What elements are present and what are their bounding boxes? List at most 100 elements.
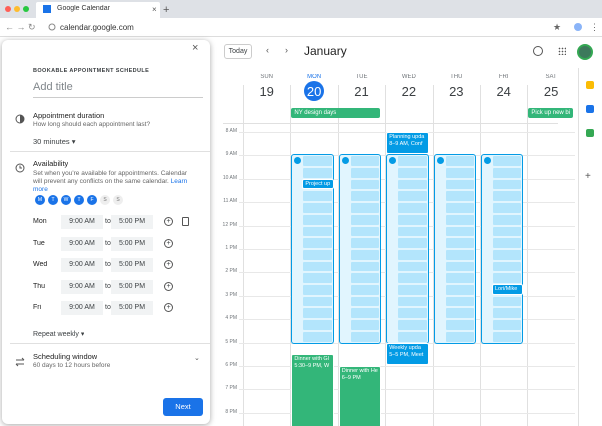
slot[interactable]: [303, 238, 332, 248]
add-button[interactable]: +: [164, 260, 173, 269]
day-date[interactable]: 19: [259, 84, 274, 99]
slot[interactable]: [303, 249, 332, 260]
slot[interactable]: [445, 331, 474, 342]
slot[interactable]: [493, 203, 522, 213]
learn-more[interactable]: Learn more: [33, 178, 188, 193]
slot[interactable]: [445, 168, 474, 178]
slot[interactable]: [398, 203, 427, 213]
slot[interactable]: [303, 273, 332, 284]
slot[interactable]: [398, 331, 427, 342]
slot[interactable]: [398, 238, 427, 248]
slot[interactable]: [398, 156, 427, 167]
end-time[interactable]: 5:00 PM: [111, 215, 153, 229]
slot[interactable]: [350, 296, 380, 307]
slot[interactable]: [303, 296, 332, 307]
end-time[interactable]: 5:00 PM: [111, 301, 153, 315]
appointment-block[interactable]: [338, 154, 382, 344]
slot[interactable]: [303, 203, 332, 213]
slot[interactable]: [445, 214, 474, 225]
tab-title[interactable]: Google Calendar: [57, 5, 110, 12]
slot[interactable]: [445, 156, 474, 167]
day-date[interactable]: 23: [449, 84, 464, 99]
slot[interactable]: [350, 261, 380, 272]
slot[interactable]: [303, 214, 332, 225]
start-time[interactable]: 9:00 AM: [61, 236, 103, 251]
slot[interactable]: [445, 296, 474, 307]
repeat-select[interactable]: Repeat weekly ▾: [33, 331, 85, 338]
slot[interactable]: [350, 156, 380, 167]
end-time[interactable]: 5:00 PM: [111, 279, 153, 294]
slot[interactable]: [398, 226, 427, 237]
slot[interactable]: [350, 191, 380, 202]
slot[interactable]: [493, 156, 522, 167]
slot[interactable]: [445, 249, 474, 260]
slot[interactable]: [398, 261, 427, 272]
slot[interactable]: [350, 179, 380, 190]
weekday-chip[interactable]: S: [100, 195, 110, 205]
event[interactable]: Planning upda 8–9 AM, Conf: [386, 132, 429, 155]
close[interactable]: ×: [192, 42, 199, 54]
day-date[interactable]: 22: [401, 84, 417, 99]
slot[interactable]: [445, 273, 474, 284]
copy-button[interactable]: [182, 217, 189, 226]
slot[interactable]: [303, 191, 332, 202]
slot[interactable]: [350, 238, 380, 248]
end-time[interactable]: 5:00 PM: [111, 236, 153, 251]
end-time[interactable]: 5:00 PM: [111, 258, 153, 272]
slot[interactable]: [303, 226, 332, 237]
slot[interactable]: [493, 168, 522, 178]
slot[interactable]: [398, 214, 427, 225]
slot[interactable]: [398, 296, 427, 307]
day-date[interactable]: 20: [306, 84, 322, 99]
slot[interactable]: [445, 308, 474, 319]
apps[interactable]: [558, 47, 566, 55]
slot[interactable]: [398, 191, 427, 202]
slot[interactable]: [398, 285, 427, 295]
slot[interactable]: [350, 249, 380, 260]
event[interactable]: Weekly upda 5–5 PM, Meet: [386, 342, 429, 365]
weekday-chip[interactable]: W: [61, 195, 71, 205]
slot[interactable]: [493, 308, 522, 319]
day-date[interactable]: 24: [496, 84, 511, 99]
side-add[interactable]: +: [585, 171, 591, 182]
slot[interactable]: [445, 285, 474, 295]
slot[interactable]: [398, 273, 427, 284]
slot[interactable]: [445, 261, 474, 272]
event[interactable]: Dinner with Gl 5:30–9 PM, W: [291, 354, 334, 426]
slot[interactable]: [350, 168, 380, 178]
slot[interactable]: [350, 285, 380, 295]
slot[interactable]: [303, 331, 332, 342]
slot[interactable]: [398, 308, 427, 319]
event[interactable]: Dinner with He 6–9 PM: [338, 366, 382, 426]
side-icon[interactable]: [586, 81, 594, 89]
slot[interactable]: [493, 249, 522, 260]
weekday-chip[interactable]: S: [113, 195, 123, 205]
slot[interactable]: [350, 226, 380, 237]
slot[interactable]: [350, 308, 380, 319]
slot[interactable]: [303, 261, 332, 272]
appointment-block[interactable]: [433, 154, 476, 344]
side-icon[interactable]: [586, 129, 594, 137]
weekday-chip[interactable]: T: [74, 195, 84, 205]
weekday-chip[interactable]: T: [48, 195, 58, 205]
add-button[interactable]: +: [164, 281, 173, 291]
help[interactable]: [533, 46, 543, 56]
start-time[interactable]: 9:00 AM: [61, 279, 103, 294]
slot[interactable]: [398, 179, 427, 190]
slot[interactable]: [398, 168, 427, 178]
title-input[interactable]: Add title: [33, 81, 73, 93]
start-time[interactable]: 9:00 AM: [61, 215, 103, 229]
url[interactable]: calendar.google.com: [60, 23, 134, 32]
add-button[interactable]: +: [164, 238, 173, 248]
slot[interactable]: [493, 214, 522, 225]
slot[interactable]: [445, 191, 474, 202]
start-time[interactable]: 9:00 AM: [61, 301, 103, 315]
slot[interactable]: [493, 320, 522, 330]
slot[interactable]: [303, 308, 332, 319]
slot[interactable]: [493, 331, 522, 342]
slot[interactable]: [445, 320, 474, 330]
all-day-event[interactable]: NY design days: [291, 108, 381, 118]
start-time[interactable]: 9:00 AM: [61, 258, 103, 272]
event[interactable]: Lori/Mike: [492, 284, 524, 295]
slot[interactable]: [398, 320, 427, 330]
